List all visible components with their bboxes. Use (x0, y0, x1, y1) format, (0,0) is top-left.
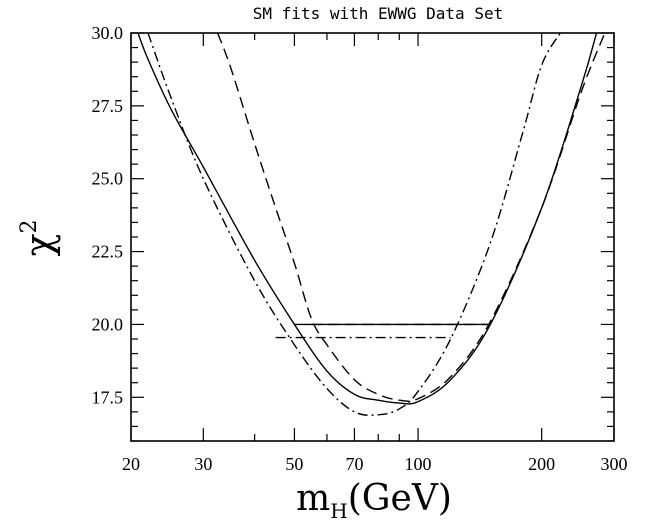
y-tick-label: 20.0 (92, 314, 124, 334)
x-tick-label: 50 (285, 454, 303, 474)
dashdot-fit-curve (147, 33, 561, 416)
chart-title: SM fits with EWWG Data Set (253, 4, 503, 23)
y-axis-label: χ2 (17, 219, 61, 256)
y-tick-label: 22.5 (92, 242, 124, 262)
y-axis-label-superscript: 2 (17, 219, 42, 233)
y-tick-label: 27.5 (92, 96, 124, 116)
y-tick-label: 25.0 (92, 169, 124, 189)
x-tick-label: 200 (528, 454, 555, 474)
x-tick-label: 70 (345, 454, 363, 474)
axis-ticks (130, 32, 615, 442)
y-axis-label-main: χ (17, 233, 61, 256)
x-tick-label: 300 (601, 454, 628, 474)
y-tick-label: 17.5 (92, 387, 124, 407)
x-tick-label: 30 (194, 454, 212, 474)
y-tick-labels: 17.5 20.0 22.5 25.0 27.5 30.0 (92, 23, 124, 407)
x-axis-label-main: m (296, 478, 330, 519)
fit-curves (137, 33, 606, 416)
x-tick-labels: 20 30 50 70 100 200 300 (122, 454, 628, 474)
x-tick-label: 20 (122, 454, 140, 474)
dashed-fit-curve (216, 33, 606, 402)
x-axis-label-subscript: H (330, 499, 347, 523)
interval-segments (275, 323, 491, 339)
solid-fit-curve (137, 33, 598, 405)
x-axis-label-unit: (GeV) (348, 478, 452, 519)
x-tick-label: 100 (405, 454, 432, 474)
x-axis-label: mH(GeV) (296, 478, 452, 523)
plot-frame (130, 32, 615, 442)
y-tick-label: 30.0 (92, 23, 124, 43)
